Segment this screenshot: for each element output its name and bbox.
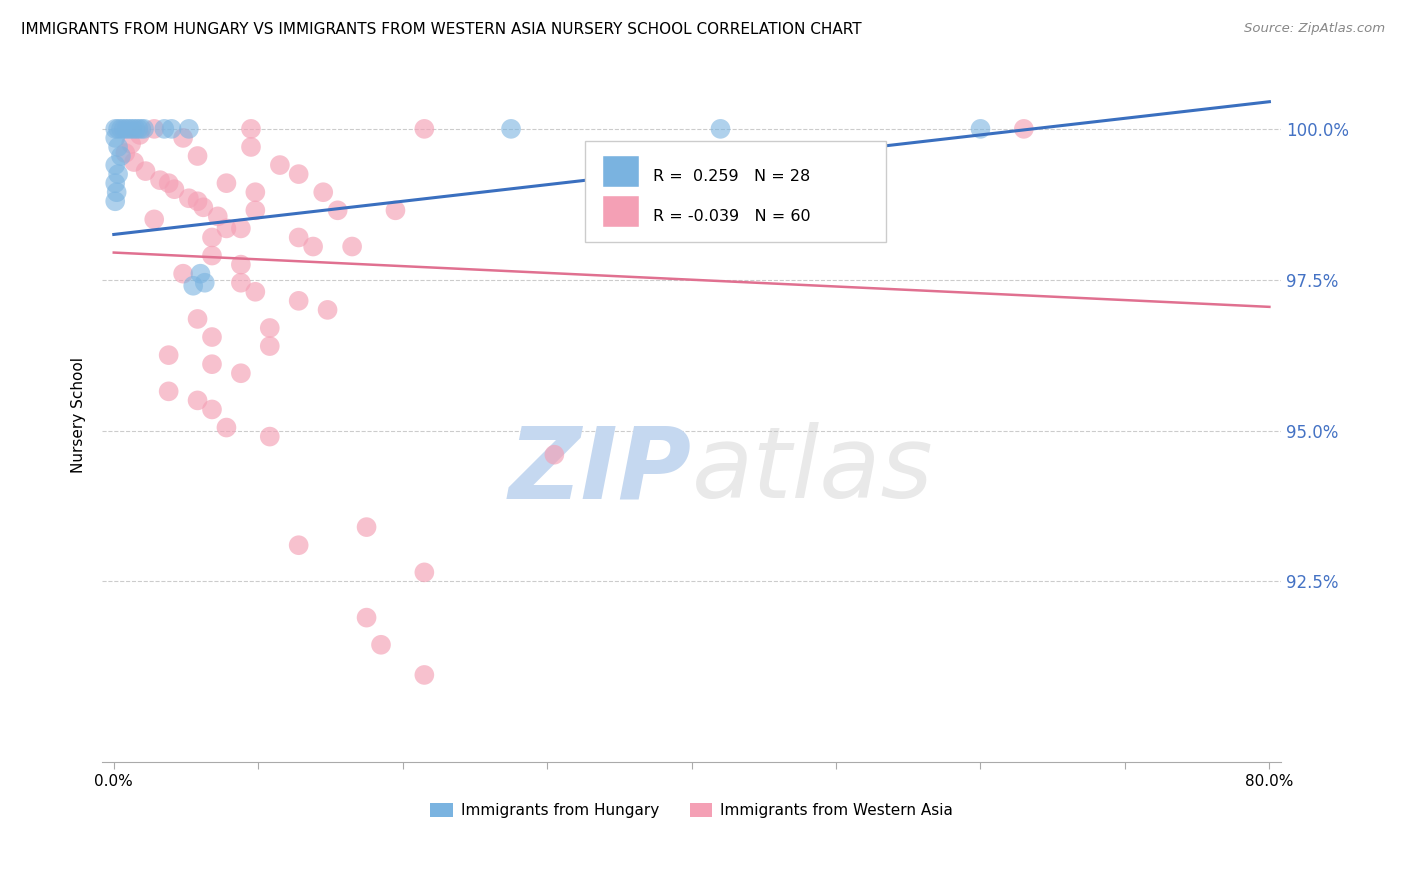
Point: [370, 638, 392, 652]
Point: [201, 402, 224, 417]
Point: [157, 348, 180, 362]
Point: [104, 176, 127, 190]
Point: [269, 158, 291, 172]
Point: [229, 258, 252, 272]
Point: [259, 339, 281, 353]
Point: [127, 121, 149, 136]
Point: [499, 121, 522, 136]
Point: [157, 176, 180, 190]
Point: [104, 121, 127, 136]
Point: [326, 203, 349, 218]
Point: [201, 330, 224, 344]
Point: [115, 121, 138, 136]
FancyBboxPatch shape: [603, 195, 638, 227]
Point: [287, 538, 309, 552]
Point: [356, 520, 378, 534]
Point: [135, 164, 157, 178]
Point: [160, 121, 183, 136]
Point: [194, 276, 217, 290]
Text: R = -0.039   N = 60: R = -0.039 N = 60: [652, 209, 810, 224]
Point: [245, 203, 267, 218]
Point: [107, 167, 129, 181]
Point: [172, 267, 194, 281]
Point: [143, 121, 166, 136]
Point: [107, 121, 129, 136]
Point: [105, 185, 128, 199]
Point: [543, 448, 565, 462]
Point: [187, 194, 209, 209]
Point: [129, 121, 152, 136]
Point: [110, 149, 132, 163]
Point: [121, 121, 143, 136]
Point: [132, 121, 155, 136]
Point: [969, 121, 991, 136]
Point: [114, 146, 136, 161]
Point: [201, 230, 224, 244]
Point: [128, 128, 150, 142]
Legend: Immigrants from Hungary, Immigrants from Western Asia: Immigrants from Hungary, Immigrants from…: [425, 797, 959, 824]
Point: [312, 185, 335, 199]
Point: [177, 121, 200, 136]
Point: [104, 194, 127, 209]
Point: [287, 167, 309, 181]
FancyBboxPatch shape: [585, 141, 886, 242]
Point: [229, 221, 252, 235]
Point: [181, 278, 204, 293]
Point: [153, 121, 176, 136]
Point: [413, 121, 436, 136]
Point: [124, 121, 146, 136]
Point: [193, 200, 215, 214]
Point: [340, 239, 363, 253]
Point: [413, 566, 436, 580]
Point: [157, 384, 180, 399]
Point: [107, 140, 129, 154]
Point: [229, 276, 252, 290]
Point: [356, 610, 378, 624]
Point: [163, 182, 186, 196]
Point: [149, 173, 172, 187]
Point: [215, 420, 238, 434]
Text: atlas: atlas: [692, 423, 934, 519]
Point: [207, 210, 229, 224]
Point: [240, 140, 263, 154]
Point: [112, 121, 135, 136]
Point: [201, 357, 224, 371]
Point: [177, 191, 200, 205]
Point: [122, 155, 145, 169]
Point: [384, 203, 406, 218]
Point: [215, 221, 238, 235]
Point: [190, 267, 212, 281]
Point: [143, 212, 166, 227]
Point: [104, 131, 127, 145]
Point: [316, 302, 339, 317]
Point: [187, 149, 209, 163]
Y-axis label: Nursery School: Nursery School: [72, 358, 86, 474]
Point: [240, 121, 263, 136]
Text: Source: ZipAtlas.com: Source: ZipAtlas.com: [1244, 22, 1385, 36]
Point: [245, 285, 267, 299]
Point: [413, 668, 436, 682]
Point: [104, 158, 127, 172]
Point: [172, 131, 194, 145]
Point: [201, 249, 224, 263]
Point: [187, 312, 209, 326]
FancyBboxPatch shape: [603, 156, 638, 187]
Point: [118, 121, 141, 136]
Text: IMMIGRANTS FROM HUNGARY VS IMMIGRANTS FROM WESTERN ASIA NURSERY SCHOOL CORRELATI: IMMIGRANTS FROM HUNGARY VS IMMIGRANTS FR…: [21, 22, 862, 37]
Point: [215, 176, 238, 190]
Point: [110, 121, 132, 136]
Point: [259, 429, 281, 443]
Point: [245, 185, 267, 199]
Text: ZIP: ZIP: [509, 423, 692, 519]
Point: [287, 230, 309, 244]
Point: [187, 393, 209, 408]
Point: [1012, 121, 1035, 136]
Point: [709, 121, 731, 136]
Point: [229, 366, 252, 380]
Point: [120, 136, 142, 151]
Point: [287, 293, 309, 308]
Point: [302, 239, 325, 253]
Text: R =  0.259   N = 28: R = 0.259 N = 28: [652, 169, 810, 185]
Point: [259, 321, 281, 335]
